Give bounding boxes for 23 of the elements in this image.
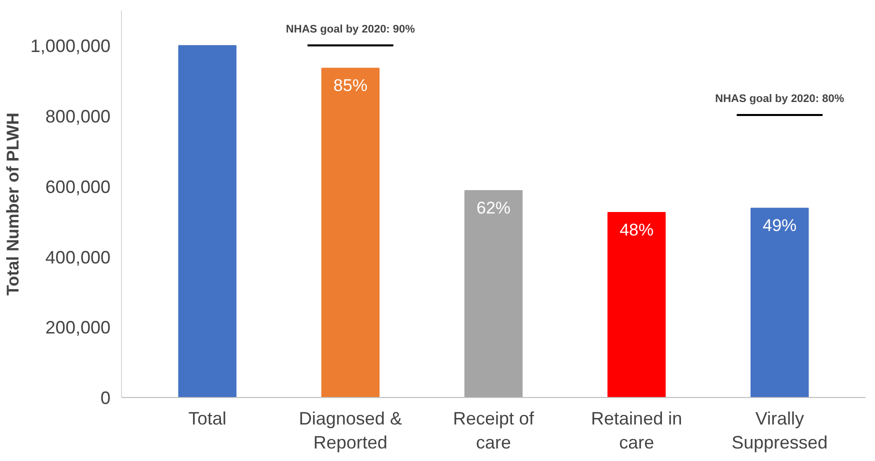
bar [464,190,523,398]
y-tick-label: 800,000 [45,106,111,127]
bar [607,212,666,398]
y-tick-label: 400,000 [45,247,111,268]
annotation: NHAS goal by 2020: 90% [286,23,416,36]
annotation: 62% [476,198,511,218]
bar [178,45,236,398]
annotation: 85% [333,76,368,96]
annotation: NHAS goal by 2020: 80% [715,92,844,105]
y-tick-label: 600,000 [45,176,111,197]
bar [750,208,809,398]
x-tick-label: Receipt of care [452,408,536,452]
annotation: 49% [762,216,797,236]
annotation: 48% [620,220,654,240]
x-tick-label: Retained in care [591,408,682,452]
x-tick-label: Total [188,408,226,428]
y-tick-label: 200,000 [45,318,111,338]
y-tick-label: 0 [100,388,111,408]
y-axis-title: Total Number of PLWH [3,112,22,296]
bar [321,68,380,398]
x-tick-label: Diagnosed & Reported [298,408,402,452]
y-tick-label: 1,000,000 [30,36,110,56]
x-tick-label: Virally Suppressed [732,408,828,452]
